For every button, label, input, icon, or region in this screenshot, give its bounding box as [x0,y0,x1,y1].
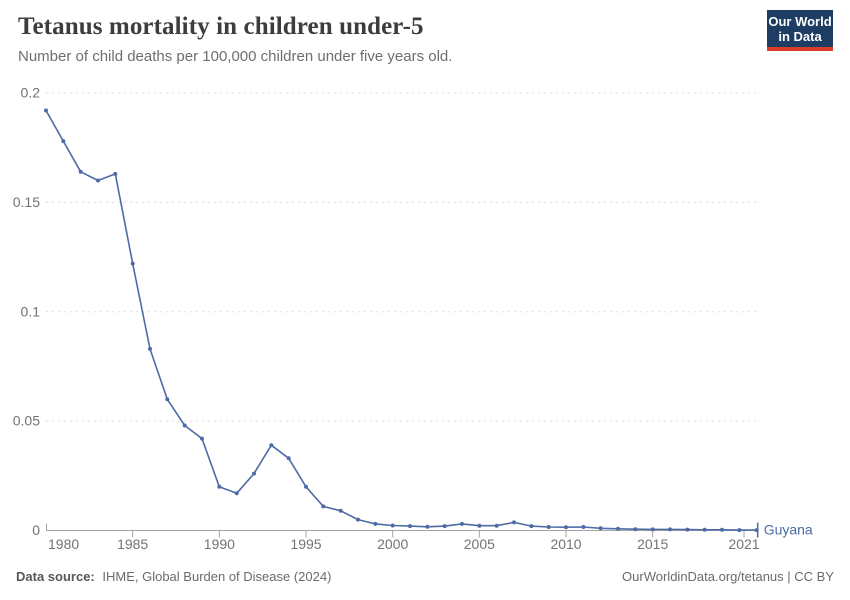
chart-header: Tetanus mortality in children under-5 Nu… [18,13,730,65]
x-tick-label: 1980 [48,536,79,552]
y-tick-label: 0.2 [21,85,41,101]
logo-line-1: Our World [768,14,832,29]
data-point[interactable] [356,517,360,522]
data-point[interactable] [668,527,672,532]
data-point[interactable] [737,528,742,533]
data-point[interactable] [546,525,551,529]
series-label[interactable]: Guyana [764,522,813,538]
data-point[interactable] [165,397,170,402]
x-tick-label: 1985 [117,536,148,552]
data-source: Data source: IHME, Global Burden of Dise… [16,569,331,584]
x-tick-label: 2005 [464,536,495,552]
y-tick-label: 0.05 [13,413,40,429]
data-point[interactable] [460,521,464,526]
data-point[interactable] [61,139,66,144]
data-point[interactable] [130,261,135,266]
data-point[interactable] [633,527,638,532]
data-point[interactable] [408,524,412,529]
data-point[interactable] [494,523,499,528]
data-point[interactable] [96,178,100,183]
data-point[interactable] [442,524,447,529]
data-point[interactable] [338,508,343,513]
credit-link[interactable]: OurWorldinData.org/tetanus | CC BY [622,569,834,584]
y-tick-label: 0.15 [13,194,40,210]
data-point[interactable] [529,524,534,529]
data-point[interactable] [581,525,586,529]
logo-line-2: in Data [778,29,822,44]
data-point[interactable] [113,171,118,176]
y-tick-label: 0.1 [21,303,41,319]
data-point[interactable] [321,504,326,509]
data-point[interactable] [304,484,308,489]
data-source-label: Data source: [16,569,95,584]
data-point[interactable] [373,521,378,526]
data-point[interactable] [512,520,516,525]
data-source-value: IHME, Global Burden of Disease (2024) [102,569,332,584]
data-point[interactable] [269,443,274,448]
data-point[interactable] [217,484,222,489]
series-line[interactable] [45,109,758,531]
data-point[interactable] [234,491,239,496]
x-tick-label: 2010 [550,536,581,552]
owid-logo[interactable]: Our World in Data [767,10,833,51]
x-tick-label: 2021 [728,536,759,552]
chart-footer: Data source: IHME, Global Burden of Dise… [16,569,834,584]
data-point[interactable] [286,456,291,461]
data-point[interactable] [685,527,690,532]
data-point[interactable] [702,527,707,532]
data-point[interactable] [564,525,568,530]
data-point[interactable] [650,527,655,532]
x-tick-label: 1995 [290,536,321,552]
chart-title: Tetanus mortality in children under-5 [18,13,424,40]
data-point[interactable] [390,523,395,528]
data-point[interactable] [182,423,187,428]
data-point[interactable] [78,169,83,174]
x-tick-label: 2000 [377,536,408,552]
data-point[interactable] [598,526,603,531]
y-tick-label: 0 [32,522,40,538]
x-tick-label: 2015 [637,536,668,552]
data-point[interactable] [616,526,620,531]
data-point[interactable] [200,436,204,441]
data-point[interactable] [425,524,430,529]
data-point[interactable] [720,527,724,532]
x-tick-label: 1990 [204,536,235,552]
data-point[interactable] [44,108,48,113]
chart-subtitle: Number of child deaths per 100,000 child… [18,48,453,65]
data-point[interactable] [148,346,152,351]
data-point[interactable] [252,471,256,476]
data-point[interactable] [477,523,482,528]
